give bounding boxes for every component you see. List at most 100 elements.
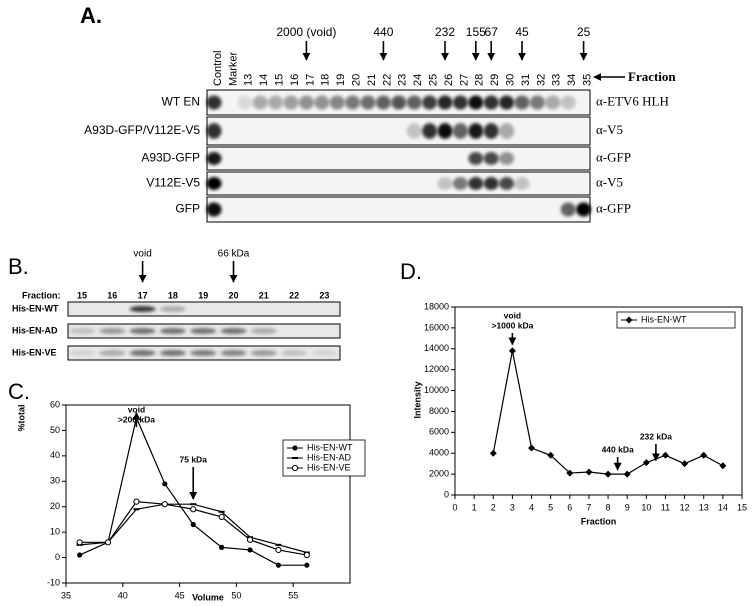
point [162, 481, 168, 487]
x-tick-label: 13 [699, 502, 709, 512]
point [489, 449, 497, 457]
band [406, 123, 422, 139]
band [159, 306, 186, 312]
band [159, 350, 186, 356]
antibody-label: α-V5 [596, 122, 623, 137]
x-tick-label: 7 [586, 502, 591, 512]
band [499, 152, 515, 165]
antibody-label: α-V5 [596, 174, 623, 189]
y-tick-label: 10000 [424, 385, 449, 395]
x-tick-label: 45 [175, 590, 185, 600]
band [311, 350, 338, 356]
point [661, 451, 669, 459]
x-tick-label: 1 [472, 502, 477, 512]
row-label: V112E-V5 [146, 176, 200, 190]
point [681, 460, 689, 468]
fraction-label: 19 [198, 290, 208, 300]
band [360, 95, 376, 110]
size-marker: 66 kDa [218, 249, 250, 260]
band [220, 350, 247, 356]
y-tick-label: 0 [444, 489, 449, 499]
y-tick-label: 16000 [424, 322, 449, 332]
fraction-label: 30 [505, 74, 517, 86]
band [468, 177, 484, 190]
x-tick-label: 14 [718, 502, 728, 512]
y-axis-label: Intensity [412, 381, 422, 418]
point [604, 470, 612, 478]
band [483, 177, 499, 190]
size-marker: 232 [435, 25, 455, 39]
band [499, 123, 515, 139]
x-tick-label: 0 [452, 502, 457, 512]
point [76, 539, 83, 546]
y-tick-label: 6000 [429, 427, 449, 437]
band [69, 328, 95, 334]
x-axis-label: Volume [192, 592, 224, 602]
x-tick-label: 6 [567, 502, 572, 512]
fraction-label: 34 [566, 74, 578, 86]
fraction-label: 21 [259, 290, 269, 300]
fraction-label: Marker [227, 51, 239, 86]
annotation: void [504, 310, 521, 320]
band [406, 95, 422, 110]
band [468, 123, 484, 139]
x-tick-label: 4 [529, 502, 534, 512]
x-tick-label: 9 [625, 502, 630, 512]
point [303, 551, 310, 559]
panel-label: A. [80, 3, 102, 28]
point [275, 546, 282, 554]
band [250, 350, 277, 356]
band [206, 123, 222, 139]
y-tick-label: 40 [50, 450, 60, 460]
point [219, 544, 225, 551]
legend-label: His-EN-AD [307, 452, 351, 462]
fraction-title: Fraction [628, 69, 676, 84]
y-tick-label: -10 [47, 577, 60, 587]
band [468, 152, 484, 165]
panel-label: D. [400, 259, 422, 284]
size-marker: 155 [466, 25, 486, 39]
x-tick-label: 35 [61, 590, 71, 600]
point [218, 513, 225, 520]
point [104, 539, 112, 546]
band [129, 306, 156, 312]
x-tick-label: 5 [548, 502, 553, 512]
row-label: WT EN [162, 95, 200, 109]
point [275, 562, 282, 568]
fraction-label: 18 [168, 290, 178, 300]
x-tick-label: 40 [118, 590, 128, 600]
annotation: void [128, 404, 145, 414]
fraction-label: 27 [458, 74, 470, 86]
band [452, 123, 468, 139]
point [304, 562, 310, 568]
point [161, 501, 168, 508]
band [329, 95, 345, 110]
fraction-label: 17 [138, 290, 148, 300]
point [247, 547, 253, 553]
x-tick-label: 8 [606, 502, 611, 512]
legend-marker [292, 445, 298, 451]
fraction-label: 16 [107, 290, 117, 300]
y-axis-label: %total [16, 405, 26, 432]
fraction-label: 16 [289, 74, 301, 86]
band [206, 202, 222, 217]
band [298, 95, 314, 110]
point [508, 347, 516, 355]
plot-frame [65, 404, 351, 584]
band [69, 350, 95, 356]
y-tick-label: 30 [50, 476, 60, 486]
blot-strip [206, 171, 591, 196]
band [499, 95, 515, 110]
point [190, 521, 196, 528]
x-tick-label: 2 [491, 502, 496, 512]
x-tick-label: 12 [680, 502, 690, 512]
band [252, 95, 268, 110]
row-label: His-EN-VE [12, 347, 57, 357]
band [314, 95, 330, 110]
plot-frame [454, 306, 743, 496]
band [529, 95, 545, 110]
band [422, 123, 438, 139]
band [250, 328, 277, 334]
fraction-label: 15 [77, 290, 87, 300]
